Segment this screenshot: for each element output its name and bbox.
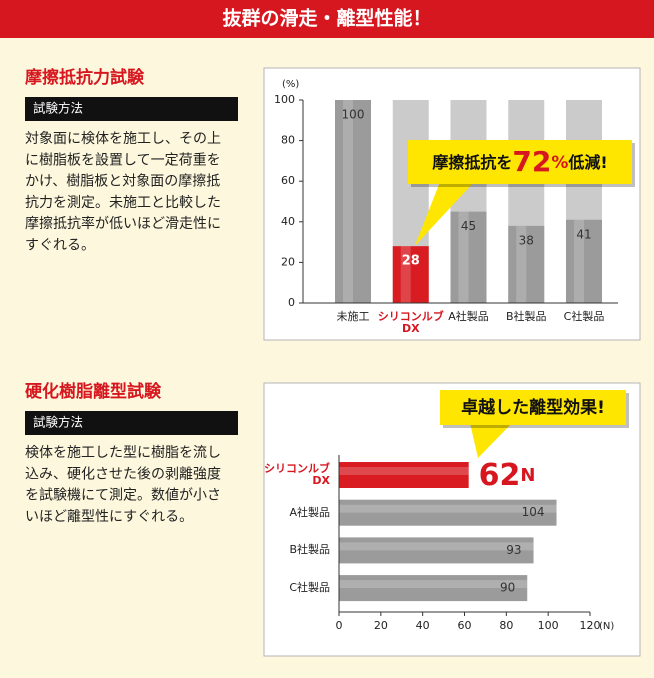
x-tick-label: 未施工 [336,310,370,323]
bar [339,499,557,526]
section-heading: 硬化樹脂離型試験 [25,381,162,402]
value-label: 41 [576,227,591,241]
y-tick-label: 40 [281,215,295,228]
bar-shine [458,211,469,303]
bar [508,225,545,303]
value-label: 100 [342,108,365,122]
value-label: 104 [522,505,545,519]
y-tick-label: C社製品 [289,581,330,595]
header-bar [0,0,654,38]
body-text: 検体を施工した型に樹脂を流し [25,445,221,461]
y-tick-label: A社製品 [289,505,330,519]
method-label: 試験方法 [33,101,83,116]
callout-box [440,390,626,425]
callout-box [408,140,632,184]
x-tick-label: 80 [499,619,513,632]
bar-shine [339,467,469,475]
x-tick-label: 0 [336,619,343,632]
x-tick-label: B社製品 [505,310,547,323]
x-tick-label: C社製品 [563,310,605,323]
x-axis-unit: (N) [599,621,614,632]
body-text: 込み、硬化させた後の剥離強度 [25,465,221,482]
value-label: 28 [402,254,420,269]
x-tick-label: 40 [416,619,430,632]
method-bar [25,411,238,435]
callout-text: 卓越した離型効果! [461,397,605,418]
y-tick-label: シリコンルブ DX [264,462,330,487]
x-tick-label: 60 [458,619,472,632]
bar [566,219,602,303]
y-tick-label: 0 [288,296,295,309]
bar-shine [343,100,353,303]
bar [339,462,469,488]
bar [335,100,371,303]
y-tick-label: 100 [274,93,295,106]
value-label: 90 [500,581,515,595]
bar-shine [574,219,584,303]
y-tick-label: 80 [281,134,295,147]
x-tick-label: 20 [374,619,388,632]
y-tick-label: 60 [281,174,295,187]
y-tick-label: B社製品 [289,543,330,557]
callout-text: 摩擦抵抗を72%低減! [432,145,607,178]
x-tick-label: シリコンルブ DX [377,310,444,335]
bar-shine [339,542,534,551]
body-text: いほど離型性にすぐれる。 [25,508,193,525]
method-label: 試験方法 [33,415,83,430]
bar-shine [339,580,528,589]
callout-pointer [470,423,512,458]
body-text: を試験機にて測定。数値が小さ [25,488,221,504]
callout-unit: % [551,153,568,173]
value-number: 62 [479,458,521,493]
x-tick-label: 120 [580,619,601,632]
bar-shine [400,246,411,303]
bar [392,246,429,303]
x-tick-label: A社製品 [448,310,489,323]
x-tick-label: 100 [538,619,559,632]
body-text: すぐれる。 [25,238,95,254]
method-bar [25,97,238,121]
value-label: 62N [479,458,536,493]
bar [339,575,528,602]
bar [339,537,534,564]
section-heading: 摩擦抵抗力試験 [25,67,145,88]
callout-pointer [414,182,474,246]
callout-text: 低減! [567,153,607,172]
body-text: に樹脂板を設置して一定荷重を [25,152,221,168]
header-title: 抜群の滑走・離型性能！ [222,7,431,30]
body-text: 摩擦抵抗率が低いほど滑走性に [25,215,221,232]
callout-text: 摩擦抵抗を [432,153,512,172]
bar [450,211,487,303]
body-text: 抗力を測定。未施工と比較した [25,195,221,211]
y-axis-unit: (%) [282,79,299,90]
value-label: 38 [519,233,534,247]
callout-number: 72 [512,145,551,178]
value-unit: N [520,465,535,486]
bar-shine [339,504,557,513]
value-label: 45 [461,219,476,233]
body-text: 対象面に検体を施工し、その上 [25,131,221,147]
bar-shine [516,225,527,303]
y-tick-label: 20 [281,255,295,268]
value-label: 93 [506,543,521,557]
body-text: かけ、樹脂板と対象面の摩擦抵 [25,173,220,190]
